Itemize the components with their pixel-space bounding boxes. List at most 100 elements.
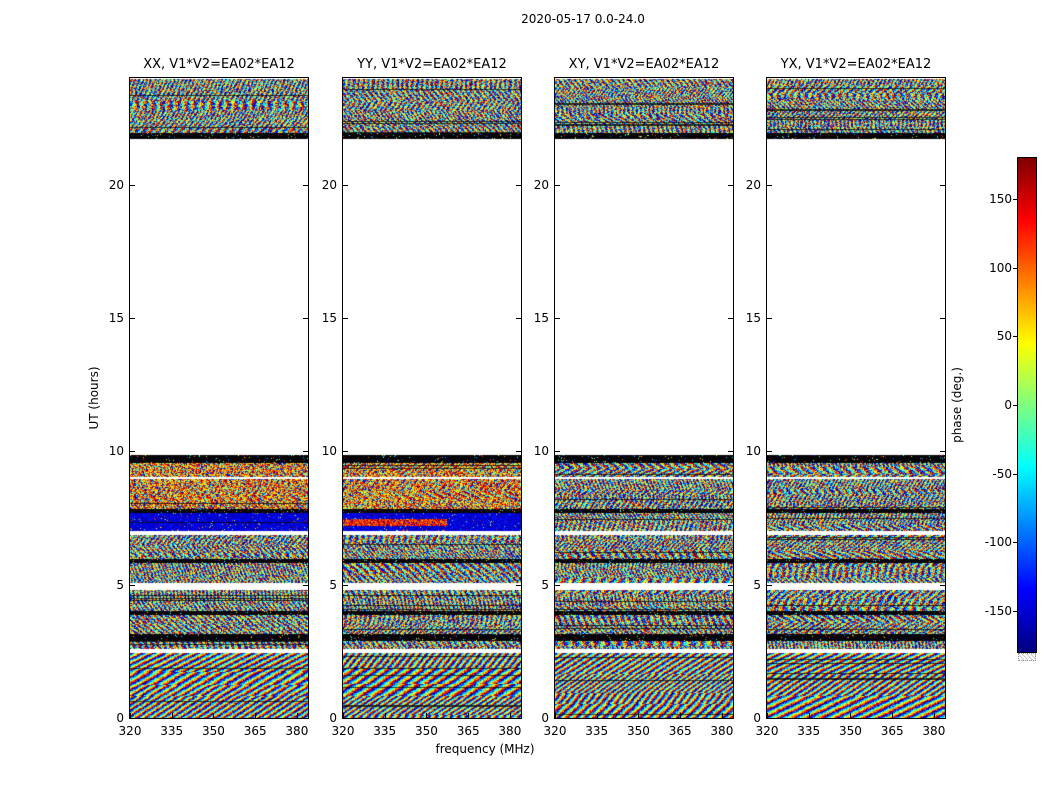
y-tick-mark xyxy=(303,185,308,186)
y-tick-label: 20 xyxy=(321,178,337,192)
y-tick-label: 20 xyxy=(745,178,761,192)
colorbar-tick-label: -50 xyxy=(992,466,1012,481)
colorbar-tick-mark xyxy=(1013,405,1018,406)
colorbar-tick-label: 0 xyxy=(1004,398,1012,412)
x-tick-mark xyxy=(297,713,298,718)
x-tick-label: 350 xyxy=(414,724,438,738)
colorbar-tick-label: -150 xyxy=(984,603,1012,618)
y-tick-label: 5 xyxy=(329,578,337,592)
x-tick-mark xyxy=(597,713,598,718)
colorbar-tick-label: -100 xyxy=(984,535,1012,550)
y-tick-mark xyxy=(940,318,945,319)
y-tick-mark xyxy=(767,185,772,186)
y-tick-label: 10 xyxy=(745,444,761,458)
y-tick-label: 0 xyxy=(329,711,337,725)
subplot-yy: YY, V1*V2=EA02*EA12 xyxy=(342,57,522,719)
x-tick-label: 365 xyxy=(456,724,480,738)
x-tick-mark xyxy=(892,713,893,718)
y-tick-label: 10 xyxy=(321,444,337,458)
x-tick-label: 365 xyxy=(880,724,904,738)
y-tick-mark xyxy=(343,451,348,452)
x-tick-label: 335 xyxy=(797,724,821,738)
x-tick-mark xyxy=(213,713,214,718)
phase-waterfall-yx xyxy=(767,78,945,718)
y-tick-mark xyxy=(516,451,521,452)
y-tick-mark xyxy=(516,185,521,186)
x-tick-label: 380 xyxy=(285,724,309,738)
y-tick-mark xyxy=(343,585,348,586)
x-tick-label: 320 xyxy=(543,724,567,738)
x-tick-mark xyxy=(555,713,556,718)
x-tick-label: 380 xyxy=(498,724,522,738)
y-tick-label: 10 xyxy=(533,444,549,458)
y-tick-mark xyxy=(516,318,521,319)
x-tick-mark xyxy=(680,713,681,718)
phase-waterfall-xy xyxy=(555,78,733,718)
x-tick-label: 335 xyxy=(373,724,397,738)
y-axis-label: UT (hours) xyxy=(87,366,101,430)
x-axis-label: frequency (MHz) xyxy=(435,742,535,756)
colorbar-tick-mark xyxy=(1013,542,1018,543)
x-tick-label: 365 xyxy=(668,724,692,738)
y-tick-label: 15 xyxy=(108,311,124,325)
x-tick-label: 350 xyxy=(201,724,225,738)
x-tick-label: 350 xyxy=(838,724,862,738)
colorbar-label: phase (deg.) xyxy=(950,367,964,443)
x-tick-mark xyxy=(934,713,935,718)
x-tick-label: 380 xyxy=(710,724,734,738)
x-tick-label: 350 xyxy=(626,724,650,738)
y-tick-mark xyxy=(555,185,560,186)
colorbar-tick-label: 50 xyxy=(996,329,1012,344)
x-tick-label: 335 xyxy=(160,724,184,738)
y-tick-mark xyxy=(728,318,733,319)
x-tick-label: 380 xyxy=(922,724,946,738)
x-tick-label: 320 xyxy=(118,724,142,738)
x-tick-mark xyxy=(343,713,344,718)
y-tick-label: 20 xyxy=(108,178,124,192)
y-tick-label: 0 xyxy=(753,711,761,725)
x-tick-mark xyxy=(255,713,256,718)
x-tick-label: 320 xyxy=(755,724,779,738)
y-tick-mark xyxy=(555,585,560,586)
y-tick-mark xyxy=(767,318,772,319)
x-tick-label: 335 xyxy=(585,724,609,738)
colorbar-tick-mark xyxy=(1013,336,1018,337)
y-tick-label: 15 xyxy=(321,311,337,325)
colorbar-extend-marker xyxy=(1018,653,1036,661)
y-tick-label: 0 xyxy=(541,711,549,725)
y-tick-mark xyxy=(130,318,135,319)
x-tick-mark xyxy=(722,713,723,718)
x-tick-mark xyxy=(638,713,639,718)
y-tick-mark xyxy=(516,585,521,586)
x-tick-mark xyxy=(385,713,386,718)
colorbar xyxy=(1017,157,1037,653)
y-tick-label: 20 xyxy=(533,178,549,192)
y-tick-mark xyxy=(303,318,308,319)
y-tick-mark xyxy=(767,585,772,586)
y-tick-mark xyxy=(728,585,733,586)
y-tick-label: 5 xyxy=(116,578,124,592)
y-tick-mark xyxy=(343,185,348,186)
y-tick-label: 15 xyxy=(533,311,549,325)
x-tick-mark xyxy=(426,713,427,718)
y-tick-mark xyxy=(303,451,308,452)
colorbar-gradient xyxy=(1018,158,1036,652)
y-tick-label: 5 xyxy=(753,578,761,592)
subplot-xx: XX, V1*V2=EA02*EA12 xyxy=(129,57,309,719)
colorbar-tick-mark xyxy=(1013,474,1018,475)
colorbar-tick-mark xyxy=(1013,268,1018,269)
x-tick-mark xyxy=(172,713,173,718)
subplot-title-xy: XY, V1*V2=EA02*EA12 xyxy=(568,57,720,72)
colorbar-tick-mark xyxy=(1013,611,1018,612)
figure-title: 2020-05-17 0.0-24.0 xyxy=(521,12,645,26)
y-tick-mark xyxy=(343,318,348,319)
subplot-yx: YX, V1*V2=EA02*EA12 xyxy=(766,57,946,719)
colorbar-tick-label: 100 xyxy=(989,260,1012,275)
y-tick-mark xyxy=(728,185,733,186)
x-tick-mark xyxy=(767,713,768,718)
phase-waterfall-yy xyxy=(343,78,521,718)
x-tick-mark xyxy=(468,713,469,718)
y-tick-label: 10 xyxy=(108,444,124,458)
y-tick-label: 15 xyxy=(745,311,761,325)
